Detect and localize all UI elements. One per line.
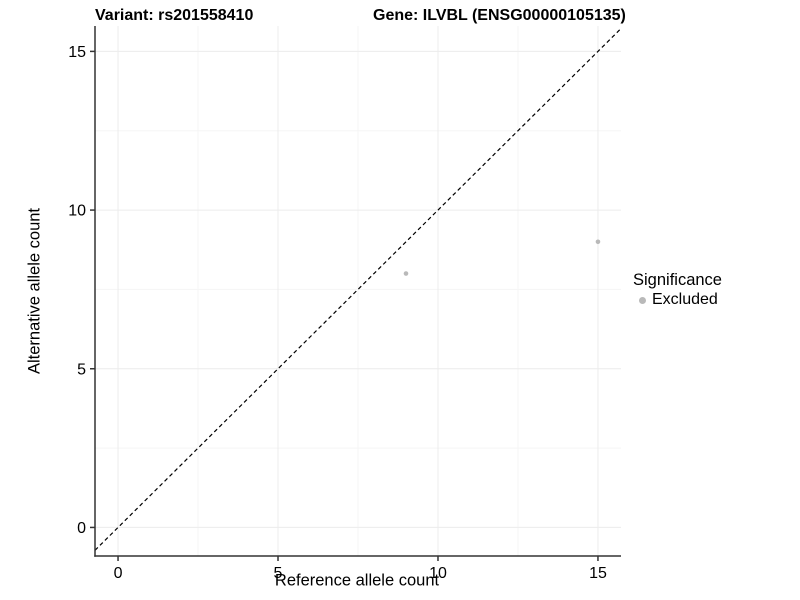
variant-title: Variant: rs201558410 bbox=[95, 7, 254, 24]
data-point bbox=[595, 239, 601, 245]
y-tick-label: 5 bbox=[77, 361, 86, 378]
legend: Significance Excluded bbox=[633, 271, 722, 309]
y-axis-title: Alternative allele count bbox=[25, 207, 44, 375]
gene-title: Gene: ILVBL (ENSG00000105135) bbox=[373, 7, 626, 24]
y-tick-label: 15 bbox=[68, 44, 86, 61]
x-axis-title: Reference allele count bbox=[274, 571, 440, 590]
x-tick-label: 5 bbox=[274, 565, 283, 582]
y-tick-label: 10 bbox=[68, 203, 86, 220]
legend-title: Significance bbox=[633, 271, 722, 289]
legend-item-label: Excluded bbox=[652, 291, 718, 308]
x-tick-label: 10 bbox=[429, 565, 447, 582]
identity-dashed-line bbox=[94, 28, 622, 551]
x-tick-label: 15 bbox=[589, 565, 607, 582]
excluded-point-icon bbox=[639, 296, 646, 304]
x-tick-label: 0 bbox=[114, 565, 123, 582]
legend-item-excluded: Excluded bbox=[633, 291, 722, 309]
y-tick-label: 0 bbox=[77, 520, 86, 537]
data-point bbox=[403, 271, 409, 276]
